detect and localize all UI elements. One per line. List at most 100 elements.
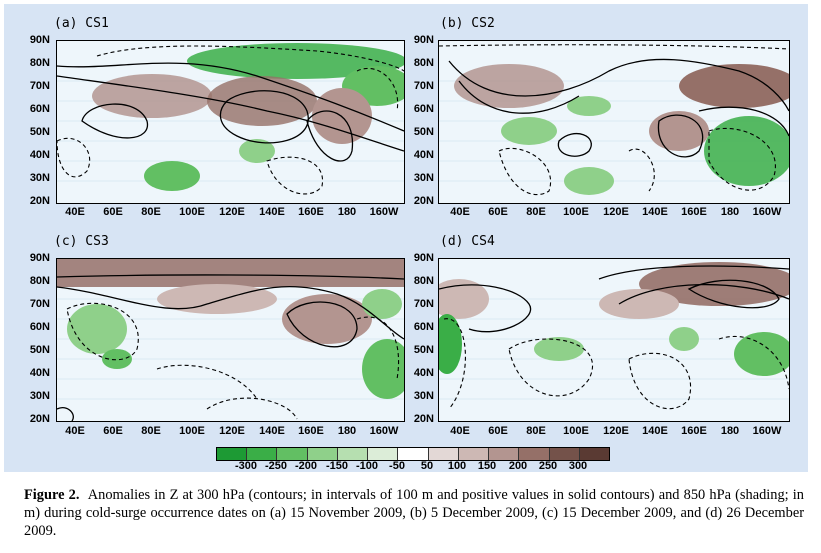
figure-caption: Figure 2. Anomalies in Z at 300 hPa (con… [24, 486, 804, 540]
colorbar-label: 200 [508, 460, 528, 472]
panel-b-lat-tick: 50N [413, 126, 434, 138]
panel-d-lat-tick: 90N [413, 252, 434, 264]
caption-text: Anomalies in Z at 300 hPa (contours; in … [24, 487, 804, 539]
panel-d-field [439, 262, 789, 410]
caption-label: Figure 2. [24, 487, 80, 503]
panel-b-lat-tick: 40N [413, 149, 434, 161]
colorbar-swatch [549, 448, 580, 460]
panel-d-lat-tick: 70N [413, 298, 434, 310]
panel-b-field [439, 44, 789, 196]
panel-b-lon-tick: 80E [526, 206, 546, 218]
colorbar-label: -100 [355, 460, 379, 472]
colorbar-label: -50 [389, 460, 405, 472]
panel-b-lon-tick: 40E [450, 206, 470, 218]
colorbar-swatch [368, 448, 399, 460]
panel-b-lon-tick: 180 [720, 206, 740, 218]
panel-b-lat-tick: 30N [413, 172, 434, 184]
colorbar-swatch [398, 448, 429, 460]
panel-a-label: (a) CS1 [54, 16, 109, 31]
panel-d-lat-tick: 30N [413, 390, 434, 402]
panel-d-lon-tick: 120E [603, 425, 629, 437]
colorbar-label: -200 [294, 460, 318, 472]
panel-b-lon-tick: 140E [642, 206, 668, 218]
panel-d-lon-tick: 100E [563, 425, 589, 437]
colorbar-swatch [307, 448, 338, 460]
panel-d-lon-tick: 180 [720, 425, 740, 437]
colorbar-swatch [579, 448, 610, 460]
panel-a-lon-tick: 120E [219, 206, 245, 218]
panel-c-lon-tick: 80E [141, 425, 161, 437]
panel-c-lon-tick: 140E [259, 425, 285, 437]
panel-d-label: (d) CS4 [440, 234, 495, 249]
colorbar-swatch [337, 448, 369, 460]
panel-d-lon-tick: 60E [488, 425, 508, 437]
panel-a-map [56, 40, 405, 204]
colorbar-swatch [519, 448, 550, 460]
colorbar-swatch [277, 448, 308, 460]
panel-d-lon-tick: 80E [526, 425, 546, 437]
panel-a-lon-tick: 180 [337, 206, 357, 218]
panel-b-lon-tick: 100E [563, 206, 589, 218]
panel-b-label: (b) CS2 [440, 16, 495, 31]
colorbar-label: 100 [447, 460, 467, 472]
panel-a-lon-tick: 80E [141, 206, 161, 218]
colorbar-label: 50 [420, 460, 434, 472]
panel-c-lon-tick: 160W [369, 425, 399, 437]
panel-d-lat-tick: 50N [413, 344, 434, 356]
panel-d-lon-tick: 40E [450, 425, 470, 437]
colorbar-label: 300 [568, 460, 588, 472]
panel-d-lat-tick: 20N [413, 413, 434, 425]
panel-c-label: (c) CS3 [54, 234, 109, 249]
panel-c-lon-tick: 160E [298, 425, 324, 437]
panel-a-lat-tick: 90N [29, 34, 50, 46]
panel-b-map [438, 40, 790, 204]
panel-c-lat-tick: 40N [29, 367, 50, 379]
panel-c-lon-tick: 100E [179, 425, 205, 437]
panel-a-lon-tick: 140E [259, 206, 285, 218]
panel-a-lon-tick: 40E [65, 206, 85, 218]
panel-a-lon-tick: 100E [179, 206, 205, 218]
colorbar-label: -300 [234, 460, 258, 472]
panel-d-lon-tick: 140E [642, 425, 668, 437]
panel-c-lon-tick: 60E [103, 425, 123, 437]
panel-c-field [57, 259, 404, 421]
colorbar [216, 447, 610, 461]
panel-c-lat-tick: 30N [29, 390, 50, 402]
panel-d-lat-tick: 80N [413, 275, 434, 287]
panel-b-lon-tick: 60E [488, 206, 508, 218]
panel-a-lat-tick: 20N [29, 195, 50, 207]
panel-a-lat-tick: 70N [29, 80, 50, 92]
panel-c-lat-tick: 70N [29, 298, 50, 310]
panel-c-lon-tick: 180 [337, 425, 357, 437]
panel-a-lat-tick: 60N [29, 103, 50, 115]
panel-c-lat-tick: 20N [29, 413, 50, 425]
panel-a-lat-tick: 80N [29, 57, 50, 69]
panel-c-map [56, 258, 405, 422]
colorbar-label: -250 [264, 460, 288, 472]
colorbar-swatch [217, 448, 248, 460]
colorbar-swatch [489, 448, 520, 460]
panel-b-lat-tick: 80N [413, 57, 434, 69]
panel-c-lat-tick: 90N [29, 252, 50, 264]
panel-b-lon-tick: 120E [603, 206, 629, 218]
panel-c-lat-tick: 60N [29, 321, 50, 333]
panel-a-lat-tick: 30N [29, 172, 50, 184]
panel-c-lat-tick: 50N [29, 344, 50, 356]
colorbar-label: 150 [477, 460, 497, 472]
panel-b-lat-tick: 90N [413, 34, 434, 46]
colorbar-swatch [458, 448, 490, 460]
panel-a-field [57, 43, 404, 195]
panel-a-lon-tick: 160E [298, 206, 324, 218]
panel-a-lon-tick: 160W [369, 206, 399, 218]
panel-d-map [438, 258, 790, 422]
panel-c-lon-tick: 40E [65, 425, 85, 437]
panel-a-lon-tick: 60E [103, 206, 123, 218]
panel-b-lon-tick: 160E [681, 206, 707, 218]
panel-b-lat-tick: 60N [413, 103, 434, 115]
panel-a-lat-tick: 40N [29, 149, 50, 161]
panel-d-lon-tick: 160E [681, 425, 707, 437]
panel-a-lat-tick: 50N [29, 126, 50, 138]
panel-b-lon-tick: 160W [752, 206, 782, 218]
panel-c-lat-tick: 80N [29, 275, 50, 287]
colorbar-swatch [428, 448, 459, 460]
